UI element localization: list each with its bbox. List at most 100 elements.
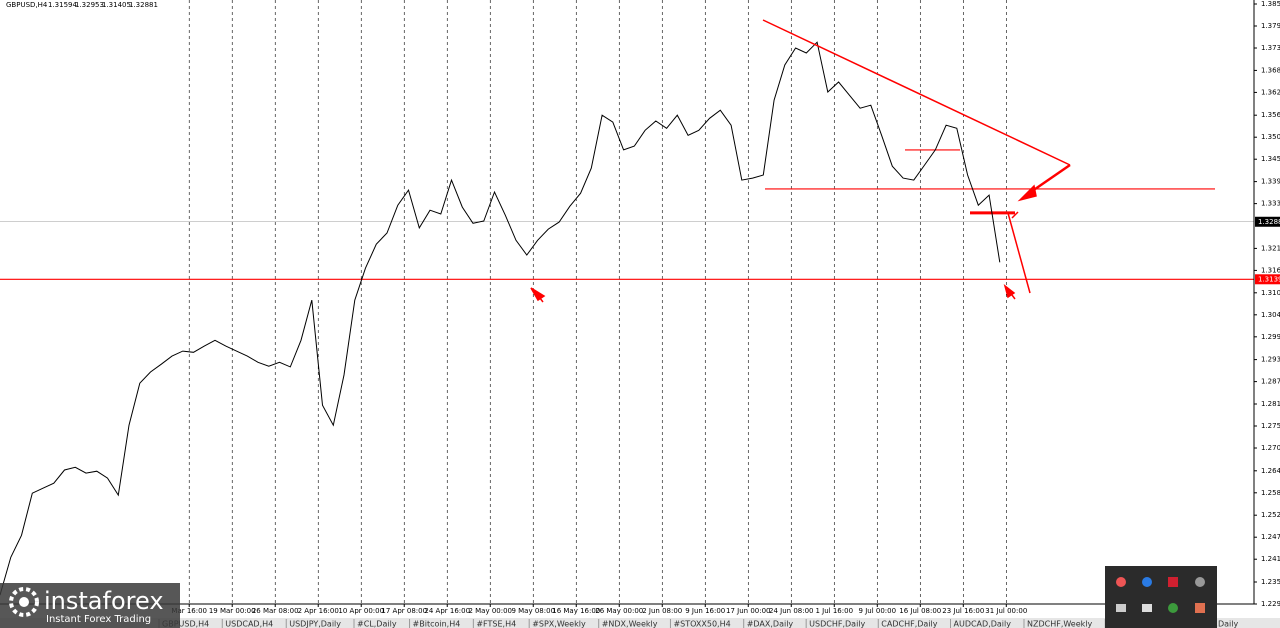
tab[interactable]: USDJPY,Daily (289, 620, 341, 628)
tab[interactable]: #SPX,Weekly (532, 620, 586, 628)
projection-line (1007, 212, 1031, 294)
y-tick-label: 1.3392 (1261, 178, 1280, 186)
y-tick-label: 1.3738 (1261, 44, 1280, 52)
tab[interactable]: AUDCAD,Daily (953, 620, 1011, 628)
arrow-head (1017, 184, 1037, 202)
y-tick-label: 1.3047 (1261, 311, 1280, 319)
y-tick-label: 1.3104 (1261, 289, 1280, 297)
tray-icon[interactable] (1142, 577, 1152, 587)
price-series (0, 41, 1001, 596)
y-tick-label: 1.3795 (1261, 22, 1280, 30)
tab[interactable]: USDCHF,Daily (809, 620, 865, 628)
header-value: 1.31405 (102, 1, 131, 9)
tray-bg (1105, 566, 1217, 628)
y-tick-label: 1.3680 (1261, 66, 1280, 74)
y-tick-label: 1.3162 (1261, 266, 1280, 274)
tray-icon[interactable] (1142, 604, 1152, 612)
tab[interactable]: #DAX,Daily (747, 620, 794, 628)
y-tick-label: 1.3852 (1261, 0, 1280, 8)
tab[interactable]: CADCHF,Daily (881, 620, 937, 628)
trend-drawings (530, 19, 1071, 303)
price-axis-bg (1254, 0, 1280, 604)
tab[interactable]: USDCAD,H4 (225, 620, 273, 628)
x-tick-label: 2 May 00:00 (468, 607, 512, 615)
x-tick-label: Mar 16:00 (171, 607, 207, 615)
y-tick-label: 1.3335 (1261, 200, 1280, 208)
y-tick-label: 1.3564 (1261, 111, 1280, 119)
x-tick-label: 10 Apr 00:00 (338, 607, 384, 615)
tabs: GBPUSD,H4 USDCAD,H4 USDJPY,Daily #CL,Daily #… (158, 619, 1238, 628)
tab[interactable]: NZDCHF,Weekly (1027, 620, 1093, 628)
grid (188, 0, 1007, 604)
x-tick-label: 1 Jul 16:00 (816, 607, 854, 615)
x-tick-label: 2 Apr 16:00 (298, 607, 339, 615)
axes: 1.3852 1.3795 1.3738 1.3680 1.3623 1.3564 1.35… (171, 0, 1280, 615)
price-lines (0, 149, 1254, 280)
projection-tick (1011, 211, 1019, 219)
header-value: 1.32953 (75, 1, 104, 9)
tray-icon[interactable] (1168, 577, 1178, 587)
tray-icon[interactable] (1168, 603, 1178, 613)
y-tick-label: 1.2990 (1261, 333, 1280, 341)
x-tick-label: 16 Jul 08:00 (899, 607, 941, 615)
tray-popup (1105, 566, 1217, 628)
y-tick-label: 1.2414 (1261, 555, 1280, 563)
x-tick-label: 17 Apr 08:00 (381, 607, 427, 615)
arrow-marker (1008, 290, 1016, 300)
x-tick-label: 26 May 00:00 (595, 607, 643, 615)
logo-bg (0, 583, 180, 628)
logo-icon (19, 597, 29, 607)
logo-tagline: Instant Forex Trading (46, 614, 151, 625)
x-tick-label: 31 Jul 00:00 (985, 607, 1027, 615)
tab[interactable]: #Bitcoin,H4 (413, 620, 461, 628)
tray-icon[interactable] (1195, 577, 1205, 587)
x-tick-label: 9 Jun 16:00 (685, 607, 725, 615)
y-tick-label: 1.2586 (1261, 489, 1280, 497)
x-tick-label: 19 Mar 00:00 (209, 607, 256, 615)
tray-icon[interactable] (1116, 604, 1126, 612)
tab-bar (0, 618, 1280, 628)
trend-line (762, 19, 1071, 166)
y-tick-label: 1.3623 (1261, 88, 1280, 96)
tray-icon[interactable] (1195, 603, 1205, 613)
y-tick-label: 1.3219 (1261, 244, 1280, 252)
y-tick-label: 1.2816 (1261, 400, 1280, 408)
logo-icon (9, 587, 39, 617)
tab[interactable]: #NDX,Weekly (602, 620, 658, 628)
x-tick-label: 17 Jun 00:00 (726, 607, 770, 615)
price-label: 1.3288 (1258, 218, 1280, 226)
x-tick-label: 16 May 16:00 (552, 607, 600, 615)
x-tick-label: 2 Jun 08:00 (642, 607, 682, 615)
y-tick-label: 1.3450 (1261, 155, 1280, 163)
y-tick-label: 1.2759 (1261, 422, 1280, 430)
tray-icon[interactable] (1116, 577, 1126, 587)
x-tick-label: 26 Mar 08:00 (252, 607, 299, 615)
x-tick-label: 9 Jul 00:00 (859, 607, 897, 615)
header-value: 1.32881 (129, 1, 158, 9)
logo-name: instaforex (44, 587, 164, 615)
x-tick-label: 24 Jun 08:00 (769, 607, 813, 615)
tab[interactable]: #FTSE,H4 (476, 620, 516, 628)
tab[interactable]: GBPUSD,H4 (162, 620, 209, 628)
series (0, 41, 1001, 596)
header-value: 1.31594 (48, 1, 77, 9)
y-tick-label: 1.2528 (1261, 511, 1280, 519)
x-tick-label: 9 May 08:00 (511, 607, 555, 615)
chart-title: GBPUSD,H4 (6, 1, 48, 9)
y-tick-label: 1.2643 (1261, 467, 1280, 475)
x-tick-label: 23 Jul 16:00 (942, 607, 984, 615)
tab[interactable]: #STOXX50,H4 (673, 620, 730, 628)
tab[interactable]: #CL,Daily (357, 620, 397, 628)
y-tick-label: 1.2702 (1261, 444, 1280, 452)
logo: instaforex Instant Forex Trading (0, 583, 180, 628)
y-tick-label: 1.3507 (1261, 133, 1280, 141)
price-label-bg (1255, 216, 1280, 227)
y-tick-label: 1.2355 (1261, 578, 1280, 586)
arrow-marker (535, 292, 544, 303)
